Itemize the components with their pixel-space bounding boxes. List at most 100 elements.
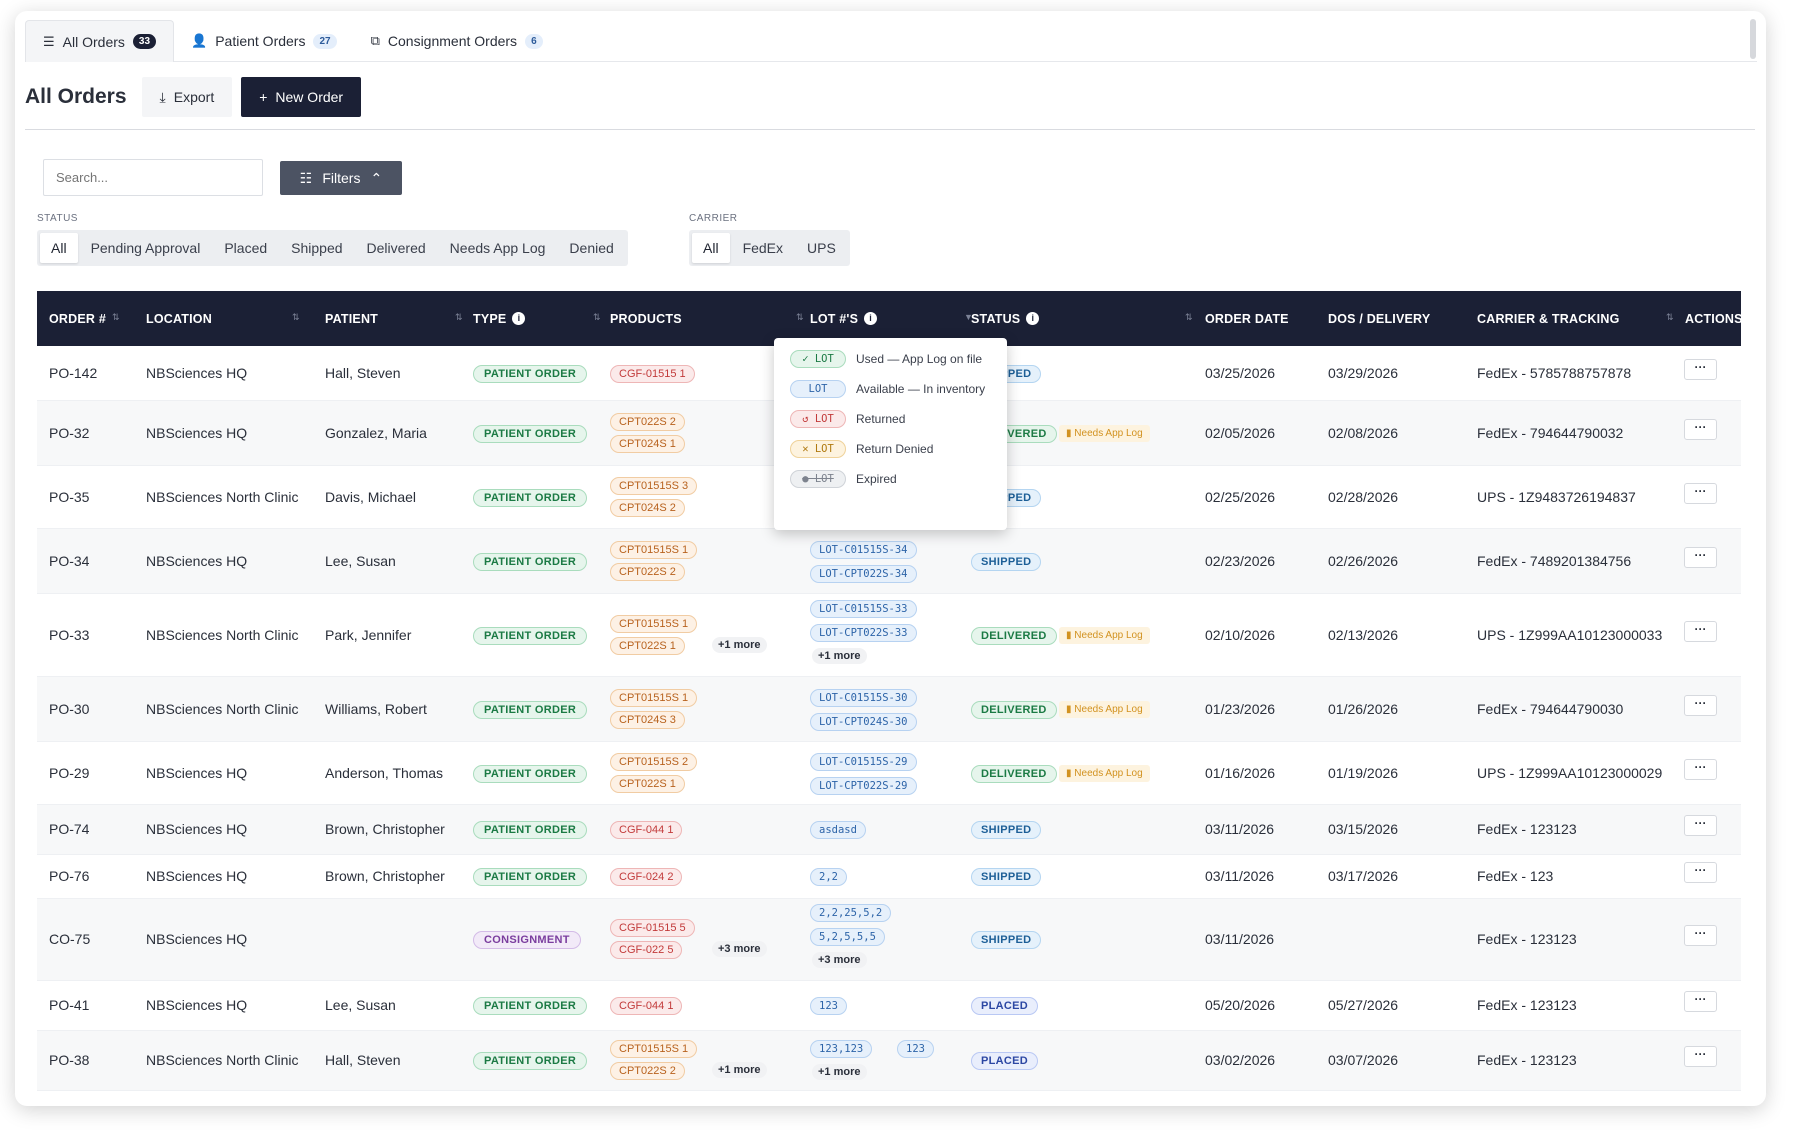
lot-chip[interactable]: 5,2,5,5,5	[810, 928, 885, 946]
search-input[interactable]	[43, 159, 263, 196]
row-actions-button[interactable]: ···	[1684, 482, 1717, 504]
carrier-tracking[interactable]: FedEx - 7489201384756	[1477, 552, 1632, 569]
lot-chip[interactable]: LOT-CPT022S-33	[810, 623, 917, 642]
lots-more[interactable]: +1 more	[812, 647, 867, 664]
lot-chip[interactable]: 2,2,25,5,2	[810, 904, 892, 922]
order-number[interactable]: PO-35	[49, 488, 90, 505]
lots-more[interactable]: +1 more	[812, 1064, 867, 1080]
table-row[interactable]: PO-30 NBSciences North Clinic Williams, Ro…	[37, 677, 1741, 742]
table-row[interactable]: PO-33 NBSciences North Clinic Park, Jennif…	[37, 594, 1741, 677]
row-actions-button[interactable]: ···	[1684, 758, 1717, 780]
sort-icon[interactable]: ⇅	[593, 312, 601, 322]
table-row[interactable]: PO-41 NBSciences HQ Lee, Susan PATIENT ORDE…	[37, 981, 1741, 1031]
scrollbar[interactable]	[1750, 19, 1756, 59]
carrier-tracking[interactable]: FedEx - 123123	[1477, 821, 1577, 837]
column-header[interactable]: LOCATION	[146, 291, 212, 346]
order-number[interactable]: PO-34	[49, 552, 90, 569]
sort-icon[interactable]: ⇅	[796, 312, 804, 322]
lot-chip[interactable]: LOT-C01515S-34	[810, 540, 917, 559]
filters-button[interactable]: ☷ Filters ⌃	[280, 161, 402, 195]
lot-chip[interactable]: LOT-C01515S-30	[810, 688, 917, 707]
info-icon[interactable]: i	[512, 312, 526, 325]
column-header[interactable]: ORDER #	[49, 291, 106, 346]
sort-desc-icon[interactable]: ▼	[964, 312, 973, 322]
table-row[interactable]: PO-45NBSciences North ClinicLee, SusanPA…	[37, 1091, 1741, 1106]
carrier-tracking[interactable]: UPS - 1Z999AA10123000033	[1477, 626, 1663, 643]
products-more[interactable]: +1 more	[712, 636, 767, 653]
column-header[interactable]: DOS / DELIVERY	[1328, 291, 1430, 346]
lot-chip[interactable]: LOT-CPT022S-34	[810, 564, 917, 583]
status-filter-option[interactable]: Shipped	[291, 240, 343, 256]
carrier-tracking[interactable]: FedEx - 123123	[1477, 931, 1577, 947]
lot-chip[interactable]: 123	[810, 997, 847, 1015]
row-actions-button[interactable]: ···	[1684, 418, 1717, 440]
order-number[interactable]: PO-29	[49, 764, 90, 781]
tab-consignment-orders[interactable]: ⧉ Consignment Orders 6	[354, 20, 560, 62]
carrier-tracking[interactable]: FedEx - 123	[1477, 868, 1554, 884]
lot-chip[interactable]: LOT-CPT024S-30	[810, 712, 917, 731]
column-header[interactable]: ACTIONS	[1685, 291, 1741, 346]
sort-icon[interactable]: ⇅	[112, 312, 120, 322]
status-filter-option[interactable]: Pending Approval	[90, 240, 201, 256]
carrier-tracking[interactable]: UPS - 1Z9483726194837	[1477, 488, 1636, 505]
order-number[interactable]: PO-30	[49, 700, 90, 717]
sort-icon[interactable]: ⇅	[1185, 312, 1193, 322]
column-header[interactable]: LOT #'S i	[810, 291, 878, 346]
status-filter-option[interactable]: Placed	[224, 240, 268, 256]
table-row[interactable]: PO-74 NBSciences HQ Brown, Christopher PATI…	[37, 805, 1741, 855]
status-filter-option[interactable]: Delivered	[366, 240, 426, 256]
new-order-button[interactable]: + New Order	[241, 77, 362, 117]
row-actions-button[interactable]: ···	[1684, 620, 1717, 642]
lot-chip[interactable]: 123	[897, 1040, 934, 1058]
carrier-tracking[interactable]: FedEx - 794644790030	[1477, 700, 1624, 717]
order-number[interactable]: PO-76	[49, 868, 90, 884]
carrier-filter-option[interactable]: All	[692, 233, 730, 263]
sort-icon[interactable]: ⇅	[455, 312, 463, 322]
table-row[interactable]: PO-76 NBSciences HQ Brown, Christopher PATI…	[37, 855, 1741, 899]
column-header[interactable]: PRODUCTS	[610, 291, 682, 346]
lot-chip[interactable]: asdasd	[810, 821, 866, 839]
column-header[interactable]: STATUS i	[971, 291, 1040, 346]
carrier-tracking[interactable]: FedEx - 123123	[1477, 997, 1577, 1013]
table-row[interactable]: PO-34 NBSciences HQ Lee, Susan PATIENT ORDE…	[37, 529, 1741, 594]
row-actions-button[interactable]: ···	[1684, 991, 1717, 1012]
row-actions-button[interactable]: ···	[1684, 546, 1717, 568]
tab-all-orders[interactable]: ☰ All Orders 33	[25, 20, 175, 62]
tab-patient-orders[interactable]: 👤 Patient Orders 27	[174, 20, 354, 62]
carrier-tracking[interactable]: FedEx - 5785788757878	[1477, 364, 1632, 381]
lot-chip[interactable]: LOT-C01515S-33	[810, 599, 917, 618]
column-header[interactable]: TYPE i	[473, 291, 526, 346]
sort-icon[interactable]: ⇅	[1666, 312, 1674, 322]
sort-icon[interactable]: ⇅	[292, 312, 300, 322]
table-row[interactable]: PO-29 NBSciences HQ Anderson, Thomas PATIEN…	[37, 742, 1741, 805]
order-number[interactable]: CO-75	[49, 931, 91, 947]
row-actions-button[interactable]: ···	[1684, 925, 1717, 946]
carrier-filter-option[interactable]: FedEx	[742, 240, 784, 256]
column-header[interactable]: PATIENT	[325, 291, 378, 346]
row-actions-button[interactable]: ···	[1684, 815, 1717, 836]
column-header[interactable]: CARRIER & TRACKING	[1477, 291, 1620, 346]
status-filter-option[interactable]: All	[40, 233, 78, 263]
status-filter-option[interactable]: Denied	[569, 240, 614, 256]
products-more[interactable]: +3 more	[712, 941, 767, 957]
order-number[interactable]: PO-74	[49, 821, 90, 837]
export-button[interactable]: ⤓ Export	[141, 77, 233, 117]
info-icon[interactable]: i	[1026, 312, 1040, 325]
status-filter-option[interactable]: Needs App Log	[449, 240, 546, 256]
row-actions-button[interactable]: ···	[1684, 862, 1717, 883]
row-actions-button[interactable]: ···	[1684, 694, 1717, 716]
carrier-tracking[interactable]: UPS - 1Z999AA10123000029	[1477, 764, 1663, 781]
order-number[interactable]: PO-38	[49, 1052, 90, 1068]
row-actions-button[interactable]: ···	[1684, 1046, 1717, 1067]
products-more[interactable]: +1 more	[712, 1062, 767, 1078]
order-number[interactable]: PO-41	[49, 997, 90, 1013]
order-number[interactable]: PO-33	[49, 626, 90, 643]
order-number[interactable]: PO-32	[49, 424, 90, 441]
info-icon[interactable]: i	[864, 312, 878, 325]
lot-chip[interactable]: 123,123	[810, 1040, 873, 1058]
carrier-filter-option[interactable]: UPS	[807, 240, 836, 256]
row-actions-button[interactable]: ···	[1684, 358, 1717, 380]
carrier-tracking[interactable]: FedEx - 123123	[1477, 1052, 1577, 1068]
carrier-tracking[interactable]: FedEx - 794644790032	[1477, 424, 1624, 441]
lot-chip[interactable]: 2,2	[810, 868, 847, 886]
